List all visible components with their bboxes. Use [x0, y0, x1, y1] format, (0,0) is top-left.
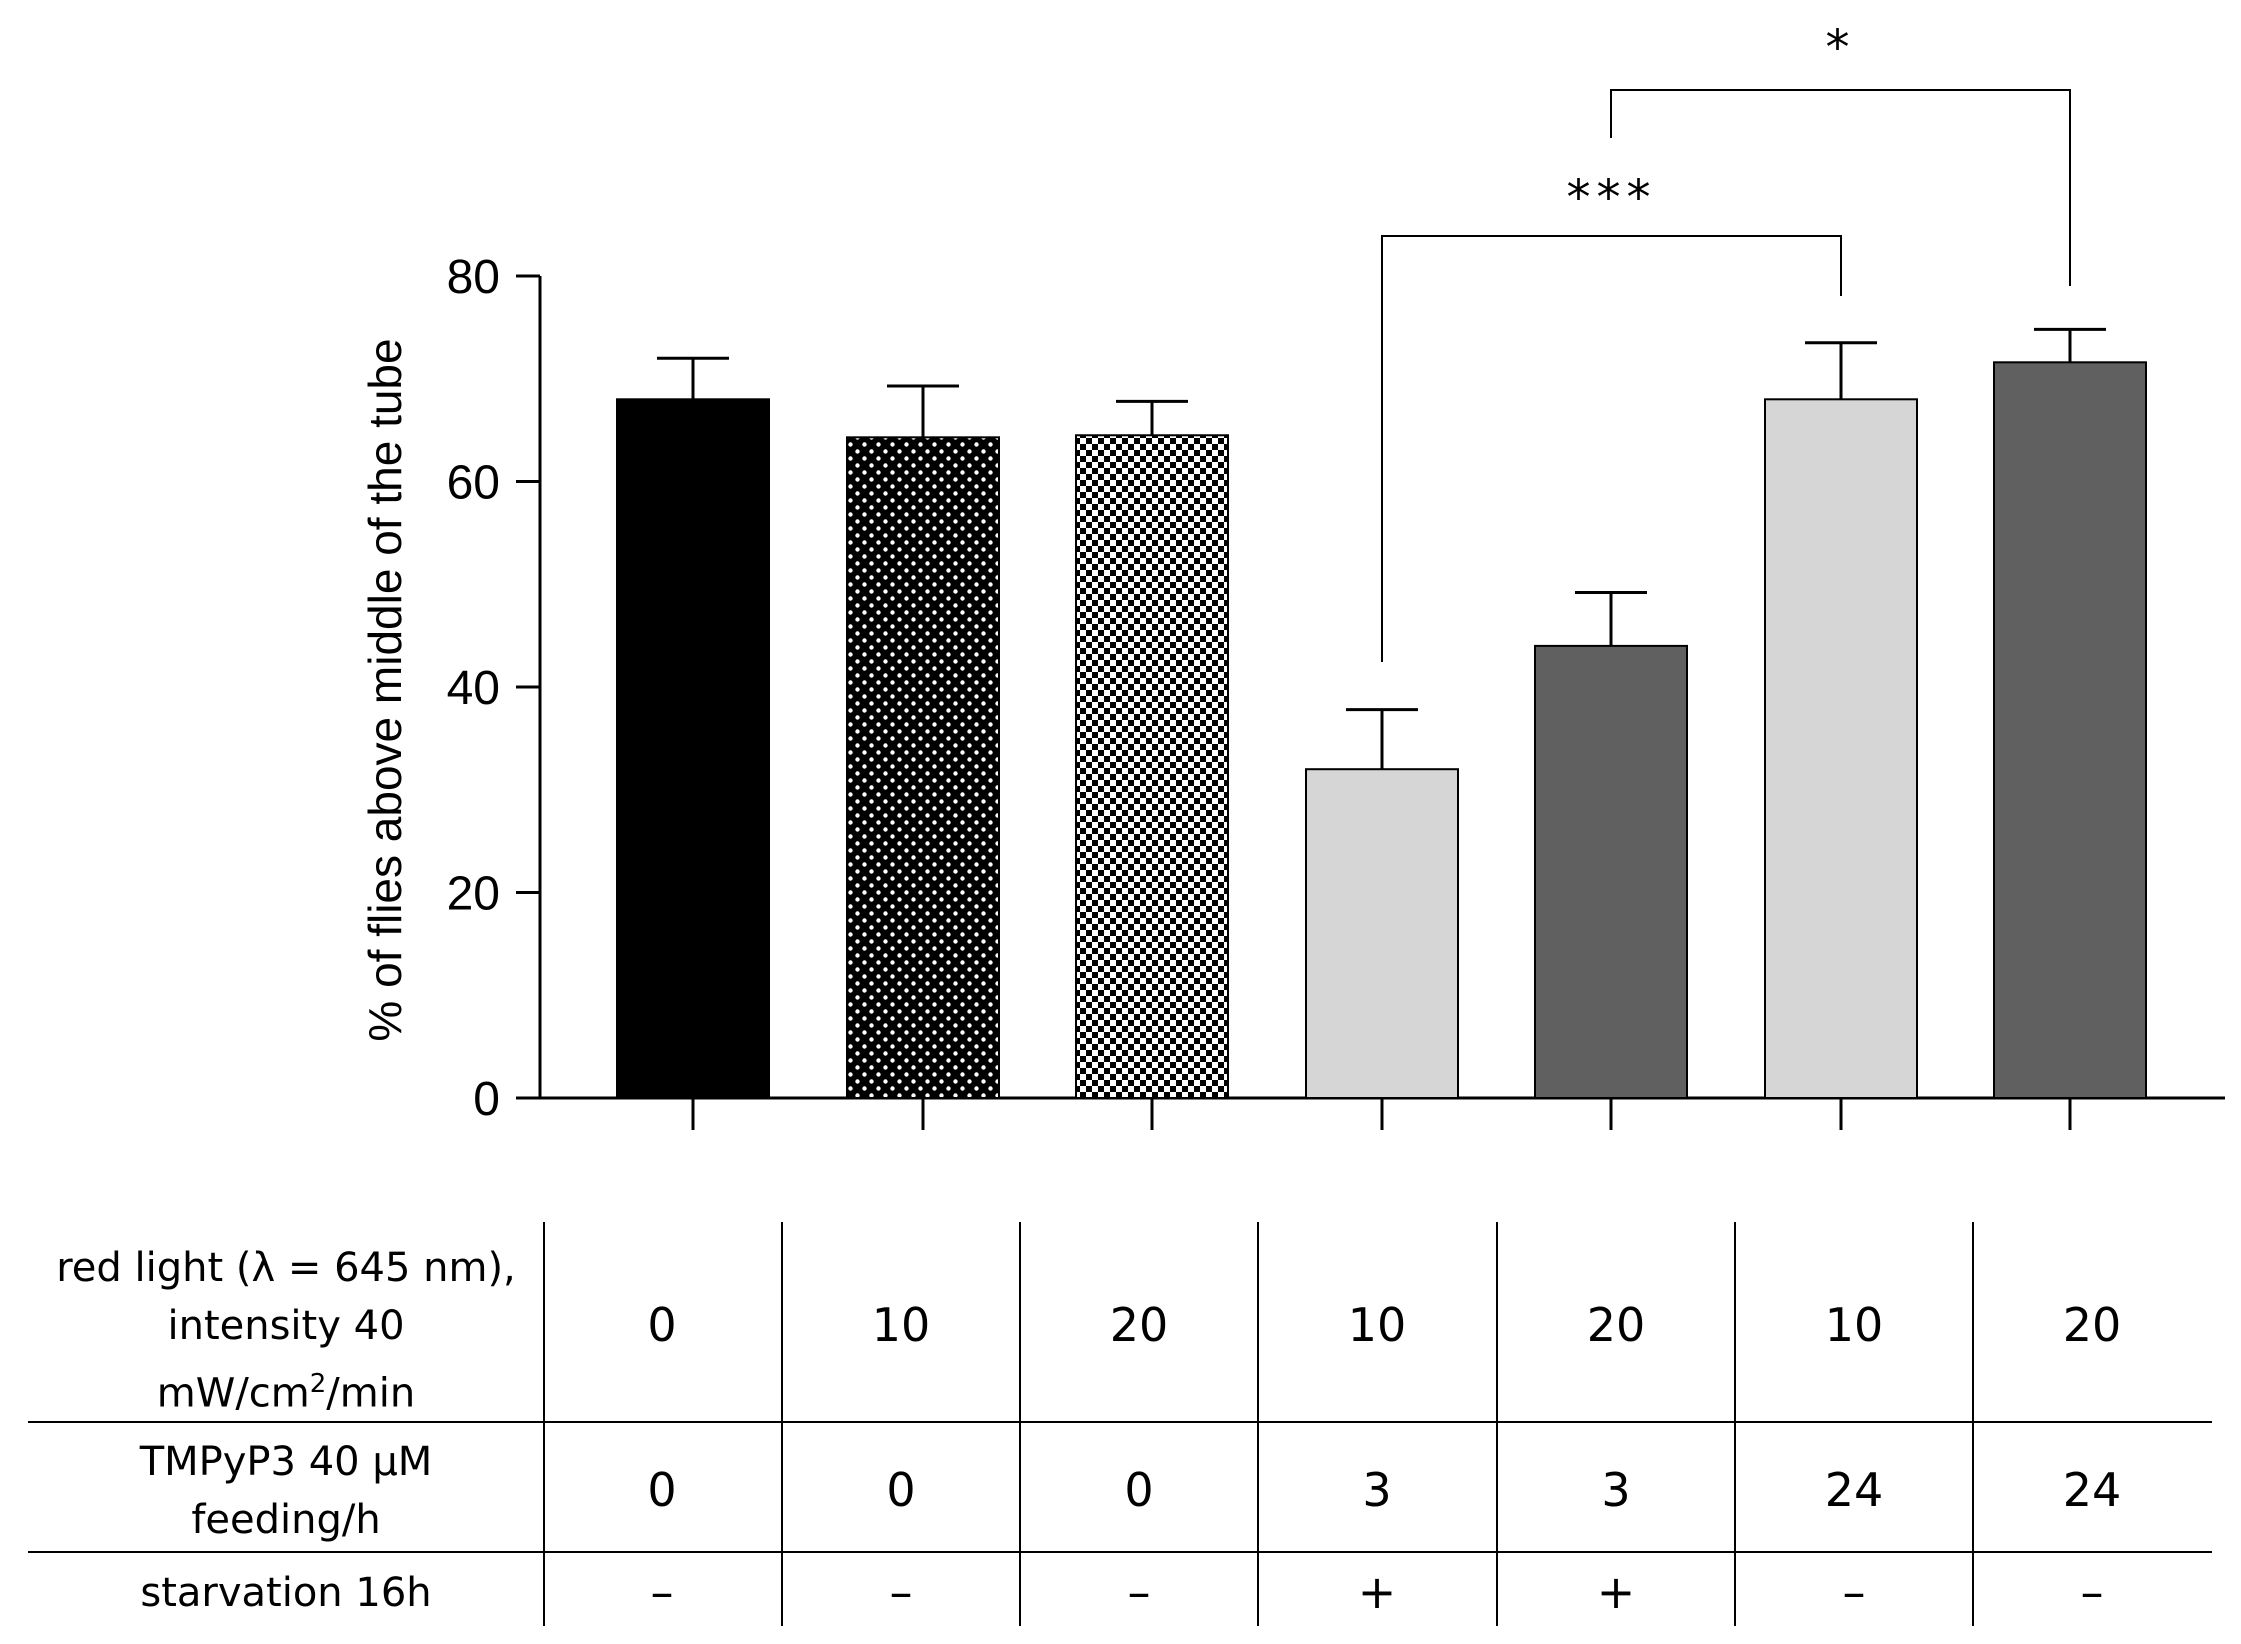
- bar: [846, 436, 1000, 1099]
- table-cell: 10: [1347, 1298, 1407, 1352]
- bar: [1764, 398, 1918, 1099]
- y-tick-label: 60: [447, 457, 500, 510]
- table-cell: +: [1596, 1565, 1636, 1619]
- y-tick-label: 20: [447, 868, 500, 921]
- table-cell: 20: [1586, 1298, 1646, 1352]
- y-tick-label: 0: [473, 1073, 500, 1126]
- table-cell: 0: [1124, 1463, 1154, 1517]
- table-cell: –: [2080, 1565, 2104, 1619]
- table-cell: –: [1842, 1565, 1866, 1619]
- significance-label: ***: [1567, 170, 1657, 226]
- table-cell: 10: [1824, 1298, 1884, 1352]
- bar: [1305, 768, 1459, 1099]
- table-cell: –: [650, 1565, 674, 1619]
- table-row-label-line: feeding/h: [191, 1497, 381, 1543]
- bar: [1534, 644, 1688, 1100]
- table-row-label: starvation 16h: [28, 1564, 544, 1622]
- table-cell: 0: [886, 1463, 916, 1517]
- table-cell: 3: [1601, 1463, 1631, 1517]
- bar: [1993, 361, 2147, 1099]
- table-row-label-line: TMPyP3 40 µM: [139, 1439, 433, 1485]
- table-cell: 0: [647, 1463, 677, 1517]
- table-cell: –: [1127, 1565, 1151, 1619]
- table-row-label: TMPyP3 40 µM feeding/h: [28, 1433, 544, 1549]
- y-tick-label: 40: [447, 662, 500, 715]
- table-row-label-line: starvation 16h: [140, 1570, 432, 1616]
- table-row-label: red light (λ = 645 nm), intensity 40 mW/cm…: [28, 1239, 544, 1422]
- y-axis-label: % of flies above middle of the tube: [359, 338, 411, 1042]
- table-cell: 20: [2062, 1298, 2122, 1352]
- bar: [1075, 434, 1229, 1099]
- table-row-label-line: intensity 40: [167, 1303, 405, 1349]
- bar: [616, 398, 770, 1099]
- table-cell: –: [889, 1565, 913, 1619]
- significance-bracket: [1610, 89, 2071, 286]
- table-cell: 3: [1362, 1463, 1392, 1517]
- table-row-label-line: red light (λ = 645 nm),: [56, 1245, 516, 1291]
- table-cell: 20: [1109, 1298, 1169, 1352]
- significance-bracket: [1381, 235, 1842, 662]
- table-cell: 10: [871, 1298, 931, 1352]
- table-cell: +: [1357, 1565, 1397, 1619]
- significance-label: *: [1826, 20, 1856, 76]
- table-cell: 0: [647, 1298, 677, 1352]
- table-cell: 24: [1824, 1463, 1884, 1517]
- table-row-label-unit: mW/cm2/min: [156, 1369, 416, 1417]
- y-tick-label: 80: [447, 251, 500, 304]
- table-cell: 24: [2062, 1463, 2122, 1517]
